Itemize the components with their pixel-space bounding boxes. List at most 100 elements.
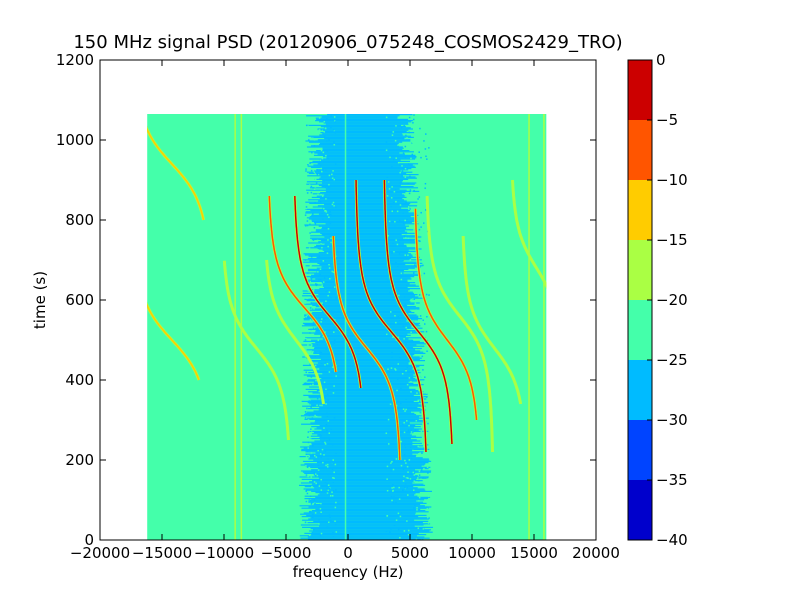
band-speckle bbox=[325, 464, 327, 467]
band-row bbox=[302, 364, 425, 366]
band-speckle bbox=[310, 191, 313, 194]
band-row bbox=[300, 446, 419, 448]
band-speckle bbox=[403, 530, 406, 532]
band-row bbox=[308, 518, 430, 520]
band-speckle bbox=[312, 239, 315, 241]
band-speckle bbox=[326, 393, 329, 396]
band-speckle bbox=[428, 294, 430, 296]
band-speckle bbox=[425, 155, 427, 158]
band-speckle bbox=[331, 177, 334, 179]
band-speckle bbox=[332, 271, 335, 273]
band-speckle bbox=[400, 440, 402, 443]
chart-title: 150 MHz signal PSD (20120906_075248_COSM… bbox=[73, 32, 622, 53]
band-speckle bbox=[335, 489, 337, 491]
band-row bbox=[302, 471, 431, 473]
band-speckle bbox=[399, 171, 401, 174]
band-speckle bbox=[387, 341, 389, 344]
band-speckle bbox=[324, 441, 326, 444]
band-speckle bbox=[418, 251, 420, 254]
band-speckle bbox=[418, 470, 421, 473]
band-speckle bbox=[404, 368, 407, 371]
band-speckle bbox=[422, 477, 425, 479]
band-row bbox=[304, 314, 417, 316]
band-speckle bbox=[314, 178, 317, 181]
band-speckle bbox=[314, 173, 316, 175]
band-row bbox=[317, 205, 418, 207]
band-speckle bbox=[422, 123, 424, 125]
band-speckle bbox=[411, 354, 413, 357]
band-speckle bbox=[310, 452, 313, 454]
band-speckle bbox=[311, 151, 313, 154]
band-row bbox=[307, 536, 425, 538]
band-speckle bbox=[311, 276, 314, 278]
band-speckle bbox=[417, 231, 419, 233]
band-speckle bbox=[422, 369, 424, 371]
band-speckle bbox=[330, 428, 332, 430]
band-speckle bbox=[427, 381, 430, 383]
band-speckle bbox=[335, 531, 338, 533]
band-speckle bbox=[311, 486, 313, 488]
band-speckle bbox=[389, 403, 392, 406]
colorbar-tick-label: −35 bbox=[656, 471, 688, 489]
band-speckle bbox=[397, 512, 400, 515]
band-speckle bbox=[397, 378, 399, 380]
band-speckle bbox=[310, 302, 313, 304]
band-row bbox=[316, 244, 407, 246]
band-speckle bbox=[318, 279, 320, 281]
band-row bbox=[320, 240, 415, 242]
band-row bbox=[324, 243, 404, 245]
band-speckle bbox=[419, 404, 421, 406]
band-row bbox=[316, 427, 415, 429]
band-row bbox=[306, 217, 418, 219]
band-speckle bbox=[310, 430, 313, 432]
doppler-trace bbox=[332, 236, 401, 460]
band-row bbox=[315, 452, 419, 454]
band-speckle bbox=[410, 331, 412, 334]
band-speckle bbox=[403, 235, 406, 237]
band-speckle bbox=[418, 184, 420, 187]
band-speckle bbox=[327, 458, 329, 460]
band-speckle bbox=[316, 173, 319, 176]
band-speckle bbox=[309, 232, 311, 234]
band-speckle bbox=[404, 488, 406, 490]
band-speckle bbox=[415, 254, 417, 257]
band-speckle bbox=[327, 420, 330, 422]
band-row bbox=[319, 301, 411, 303]
band-speckle bbox=[423, 272, 426, 275]
band-row bbox=[302, 290, 409, 292]
band-row bbox=[321, 282, 416, 284]
band-row bbox=[321, 186, 414, 188]
band-speckle bbox=[321, 212, 323, 215]
band-speckle bbox=[407, 327, 410, 329]
band-row bbox=[317, 153, 406, 155]
band-speckle bbox=[390, 380, 392, 383]
band-speckle bbox=[386, 515, 388, 517]
band-row bbox=[322, 147, 404, 149]
band-speckle bbox=[304, 339, 307, 341]
band-speckle bbox=[404, 410, 406, 412]
band-speckle bbox=[330, 214, 332, 217]
band-row bbox=[305, 451, 424, 453]
band-speckle bbox=[413, 218, 415, 220]
band-row bbox=[302, 356, 420, 358]
band-row bbox=[305, 489, 426, 491]
band-speckle bbox=[321, 246, 323, 249]
band-speckle bbox=[417, 479, 420, 482]
x-tick-label: −10000 bbox=[194, 544, 254, 562]
band-row bbox=[316, 256, 420, 258]
band-speckle bbox=[394, 189, 397, 191]
band-row bbox=[319, 439, 417, 441]
band-row bbox=[306, 375, 416, 377]
band-speckle bbox=[408, 206, 410, 208]
band-speckle bbox=[334, 206, 337, 208]
band-row bbox=[299, 535, 417, 537]
band-speckle bbox=[320, 167, 323, 170]
band-row bbox=[301, 400, 414, 402]
band-speckle bbox=[400, 464, 403, 467]
band-speckle bbox=[333, 327, 335, 329]
band-speckle bbox=[308, 414, 311, 417]
band-speckle bbox=[313, 139, 316, 141]
band-speckle bbox=[330, 519, 332, 522]
band-speckle bbox=[404, 477, 406, 480]
band-speckle bbox=[326, 252, 329, 254]
